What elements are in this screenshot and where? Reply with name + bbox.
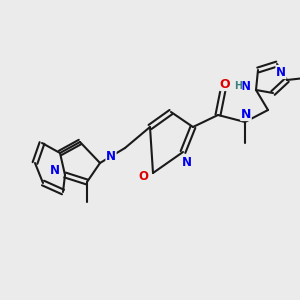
Text: H: H <box>234 81 242 91</box>
Text: N: N <box>241 80 251 92</box>
Text: N: N <box>276 65 286 79</box>
Text: O: O <box>138 169 148 182</box>
Text: O: O <box>220 77 230 91</box>
Text: N: N <box>106 151 116 164</box>
Text: N: N <box>241 107 251 121</box>
Text: N: N <box>50 164 60 178</box>
Text: N: N <box>182 155 192 169</box>
